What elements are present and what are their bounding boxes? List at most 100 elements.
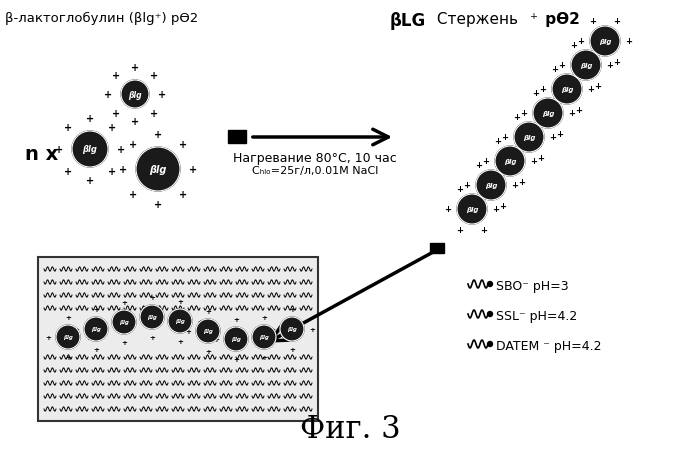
Text: +: + — [540, 85, 547, 94]
Text: +: + — [131, 117, 139, 127]
Text: +: + — [189, 165, 197, 175]
Text: +: + — [112, 71, 120, 81]
Text: +: + — [261, 354, 267, 360]
Text: +: + — [587, 85, 594, 94]
Text: βlg: βlg — [580, 63, 592, 69]
Text: βlg: βlg — [485, 183, 497, 189]
Text: +: + — [480, 184, 487, 193]
Text: +: + — [205, 348, 211, 354]
Text: +: + — [233, 356, 239, 362]
Text: βlg: βlg — [259, 335, 269, 340]
Circle shape — [487, 282, 493, 287]
Text: +: + — [150, 71, 158, 81]
Text: +: + — [241, 334, 247, 340]
Text: +: + — [55, 145, 63, 155]
Text: βlg: βlg — [128, 90, 142, 99]
Circle shape — [136, 147, 180, 192]
Text: Нагревание 80°C, 10 час: Нагревание 80°C, 10 час — [233, 152, 397, 165]
Circle shape — [112, 310, 136, 334]
Text: +: + — [575, 64, 582, 74]
Text: +: + — [589, 58, 596, 67]
Text: +: + — [475, 202, 482, 211]
Circle shape — [590, 27, 620, 57]
Text: +: + — [73, 326, 79, 332]
Text: +: + — [578, 37, 584, 46]
Text: +: + — [570, 41, 578, 50]
Text: +: + — [112, 109, 120, 119]
Text: +: + — [494, 136, 501, 145]
Text: +: + — [93, 346, 99, 352]
Text: +: + — [568, 109, 575, 118]
Circle shape — [457, 194, 487, 225]
Text: +: + — [556, 130, 564, 139]
Circle shape — [121, 81, 149, 109]
Text: +: + — [101, 319, 107, 325]
Text: n x: n x — [25, 145, 59, 164]
Text: +: + — [501, 133, 508, 142]
Text: +: + — [141, 319, 147, 325]
Circle shape — [514, 123, 544, 152]
Text: SSL⁻ pH=4.2: SSL⁻ pH=4.2 — [496, 310, 578, 323]
Text: +: + — [169, 314, 175, 320]
Text: +: + — [65, 314, 71, 320]
Circle shape — [487, 312, 493, 317]
Circle shape — [533, 99, 563, 129]
Text: +: + — [594, 82, 601, 91]
Text: +: + — [613, 17, 620, 26]
Text: +: + — [178, 140, 187, 150]
Text: βlg: βlg — [598, 39, 611, 45]
Text: βlg: βlg — [231, 337, 241, 342]
Text: +: + — [108, 123, 116, 133]
Text: +: + — [108, 166, 116, 176]
Circle shape — [72, 132, 108, 168]
Text: +: + — [456, 184, 463, 193]
Text: +: + — [225, 328, 231, 334]
Circle shape — [571, 51, 601, 81]
Text: +: + — [130, 140, 137, 150]
Text: +: + — [149, 334, 155, 340]
Text: +: + — [121, 339, 127, 345]
Text: +: + — [93, 306, 99, 312]
Text: +: + — [589, 17, 596, 26]
Text: ⁺: ⁺ — [530, 12, 538, 27]
Text: +: + — [64, 123, 72, 133]
Text: рѲ2: рѲ2 — [540, 12, 580, 27]
Text: +: + — [552, 64, 559, 74]
Text: +: + — [121, 299, 127, 305]
Text: +: + — [594, 41, 601, 50]
Text: βlg: βlg — [63, 335, 73, 340]
Text: +: + — [149, 295, 155, 300]
Text: βlg: βlg — [175, 319, 185, 324]
Text: +: + — [606, 61, 613, 70]
Circle shape — [495, 147, 525, 177]
Text: +: + — [538, 112, 545, 121]
Circle shape — [196, 319, 220, 343]
Text: +: + — [463, 181, 470, 190]
Text: +: + — [514, 154, 521, 163]
Text: +: + — [150, 109, 158, 119]
Circle shape — [252, 325, 276, 349]
Circle shape — [56, 325, 80, 349]
Text: +: + — [475, 161, 482, 169]
Text: +: + — [309, 326, 315, 332]
Text: +: + — [154, 199, 162, 210]
Circle shape — [280, 318, 304, 341]
Text: +: + — [158, 90, 166, 100]
Circle shape — [476, 170, 506, 201]
Text: +: + — [117, 145, 125, 155]
Text: βlg: βlg — [203, 329, 213, 334]
Text: +: + — [177, 299, 183, 304]
Text: +: + — [626, 37, 633, 46]
Text: +: + — [531, 157, 538, 166]
Text: +: + — [500, 161, 507, 169]
Text: +: + — [519, 136, 526, 145]
Text: +: + — [177, 338, 183, 344]
FancyBboxPatch shape — [228, 131, 246, 144]
Text: βlg: βlg — [561, 87, 573, 93]
Text: +: + — [131, 63, 139, 73]
Text: +: + — [130, 189, 137, 199]
FancyBboxPatch shape — [430, 244, 444, 253]
Text: +: + — [289, 346, 295, 352]
Text: SBO⁻ pH=3: SBO⁻ pH=3 — [496, 280, 568, 293]
Text: βlg: βlg — [523, 135, 536, 141]
